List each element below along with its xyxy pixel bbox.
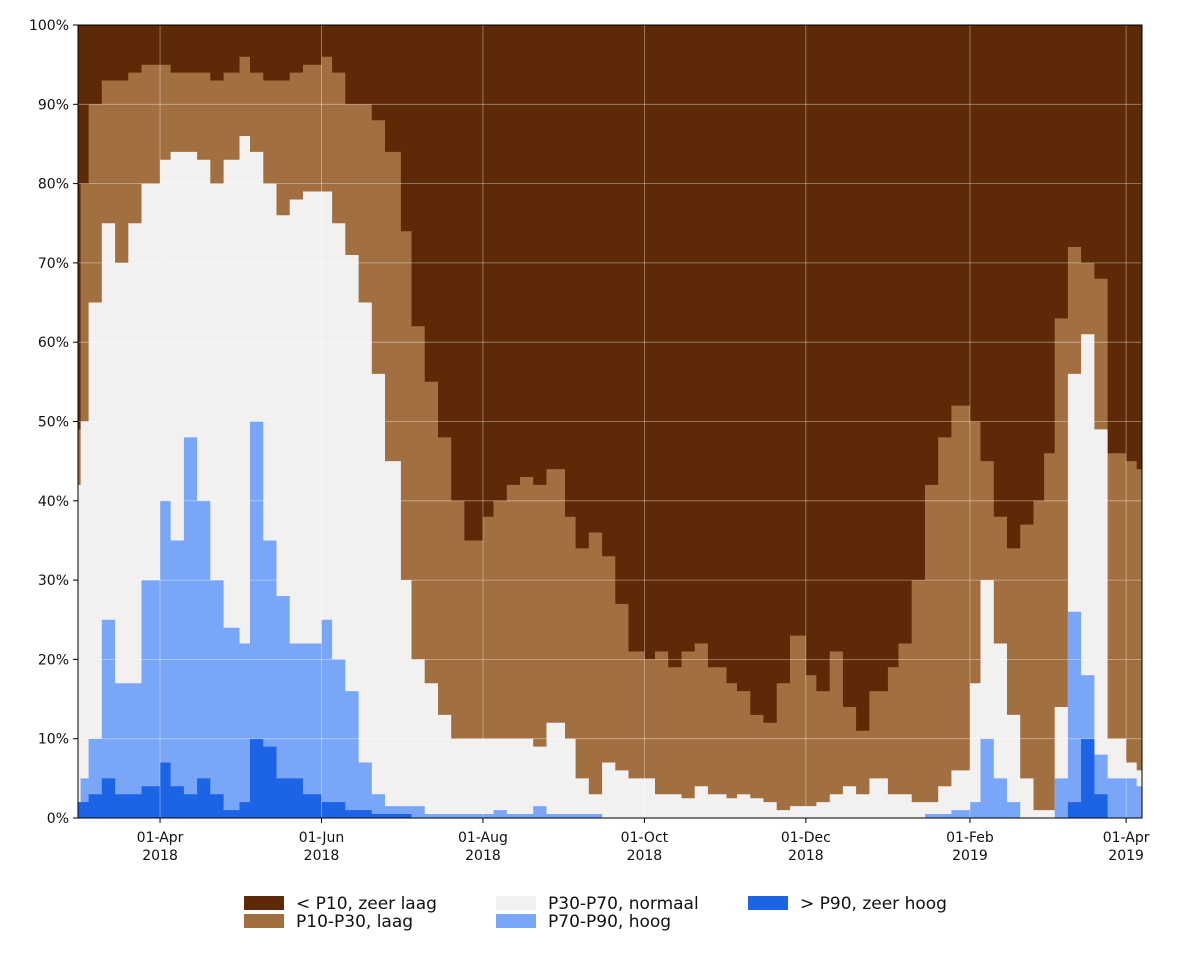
x-tick-year-label: 2018 <box>304 848 340 864</box>
y-tick-label: 60% <box>38 335 69 351</box>
legend-label: P10-P30, laag <box>296 912 413 932</box>
y-axis: 0% 10% 20% 30% 40% 50% 60% 70% 80% 90% 100% <box>29 18 78 827</box>
area-zeer-hoog <box>78 738 1142 818</box>
x-tick-year-label: 2019 <box>1108 848 1144 864</box>
legend-swatch <box>244 914 284 928</box>
x-tick-year-label: 2019 <box>952 848 988 864</box>
x-tick-label: 01-Jun <box>299 830 345 846</box>
legend-swatch <box>496 914 536 928</box>
y-tick-label: 20% <box>38 652 69 668</box>
x-tick-year-label: 2018 <box>627 848 663 864</box>
y-tick-label: 50% <box>38 415 69 431</box>
y-tick-label: 70% <box>38 256 69 272</box>
area-normaal <box>78 136 1142 818</box>
y-tick-label: 0% <box>47 811 69 827</box>
x-tick-label: 01-Apr <box>137 830 184 846</box>
x-tick-year-label: 2018 <box>142 848 178 864</box>
y-tick-label: 90% <box>38 97 69 113</box>
area-hoog <box>78 421 1142 818</box>
legend-label: P30-P70, normaal <box>548 894 699 914</box>
y-tick-label: 40% <box>38 494 69 510</box>
y-tick-label: 100% <box>29 18 69 34</box>
x-tick-label: 01-Feb <box>946 830 994 846</box>
legend-label: < P10, zeer laag <box>296 894 437 914</box>
y-tick-label: 10% <box>38 732 69 748</box>
y-tick-label: 80% <box>38 177 69 193</box>
x-tick-label: 01-Aug <box>458 830 508 846</box>
legend-label: > P90, zeer hoog <box>800 894 947 914</box>
legend-label: P70-P90, hoog <box>548 912 671 932</box>
legend-swatch <box>748 896 788 910</box>
x-axis: 01-Apr 2018 01-Jun 2018 01-Aug 2018 01-Oct 2018… <box>137 818 1150 864</box>
x-tick-label: 01-Apr <box>1103 830 1150 846</box>
x-tick-label: 01-Dec <box>781 830 831 846</box>
legend-swatch <box>244 896 284 910</box>
area-layers <box>78 25 1142 818</box>
y-tick-label: 30% <box>38 573 69 589</box>
legend-swatch <box>496 896 536 910</box>
x-tick-label: 01-Oct <box>621 830 669 846</box>
x-tick-year-label: 2018 <box>465 848 501 864</box>
x-tick-year-label: 2018 <box>788 848 824 864</box>
